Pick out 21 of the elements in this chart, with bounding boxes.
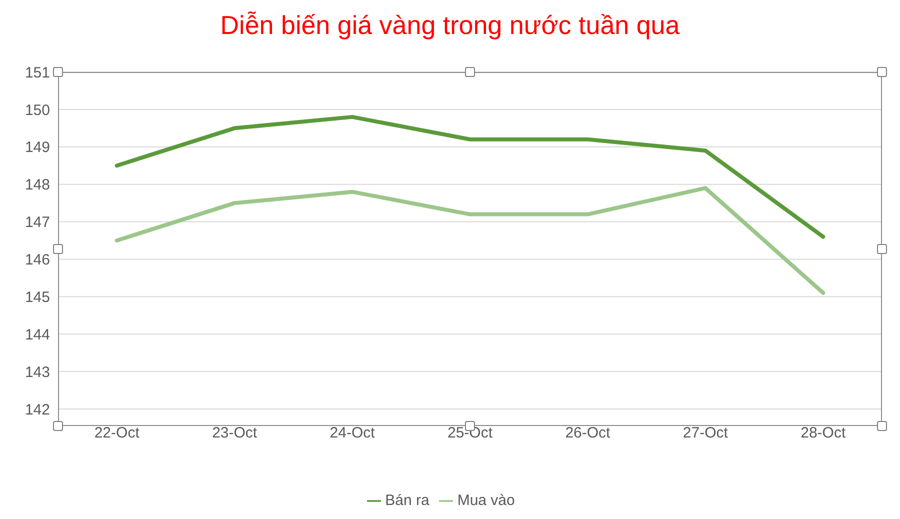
x-tick-label: 24-Oct: [330, 424, 376, 442]
y-tick-label: 150: [24, 102, 50, 119]
legend-label: Bán ra: [385, 492, 430, 509]
y-tick-label: 142: [24, 401, 50, 418]
y-tick-label: 149: [24, 139, 50, 156]
y-tick-label: 145: [24, 288, 50, 306]
x-tick-label: 26-Oct: [565, 424, 612, 442]
x-tick-label: 23-Oct: [212, 424, 258, 442]
y-tick-label: 151: [24, 64, 50, 82]
x-tick-label: 22-Oct: [94, 424, 140, 442]
y-tick-label: 147: [24, 214, 50, 232]
y-tick-label: 148: [24, 176, 50, 194]
x-tick-label: 27-Oct: [682, 424, 729, 442]
line-series: [114, 186, 826, 295]
line-series: [114, 114, 826, 239]
legend-label: Mua vào: [457, 492, 515, 509]
y-tick-label: 146: [24, 252, 50, 269]
y-tick-label: 143: [24, 364, 50, 381]
x-tick-label: 28-Oct: [800, 424, 846, 442]
chart-title: Diễn biến giá vàng trong nước tuần qua: [219, 10, 681, 41]
y-tick-label: 144: [24, 326, 50, 344]
